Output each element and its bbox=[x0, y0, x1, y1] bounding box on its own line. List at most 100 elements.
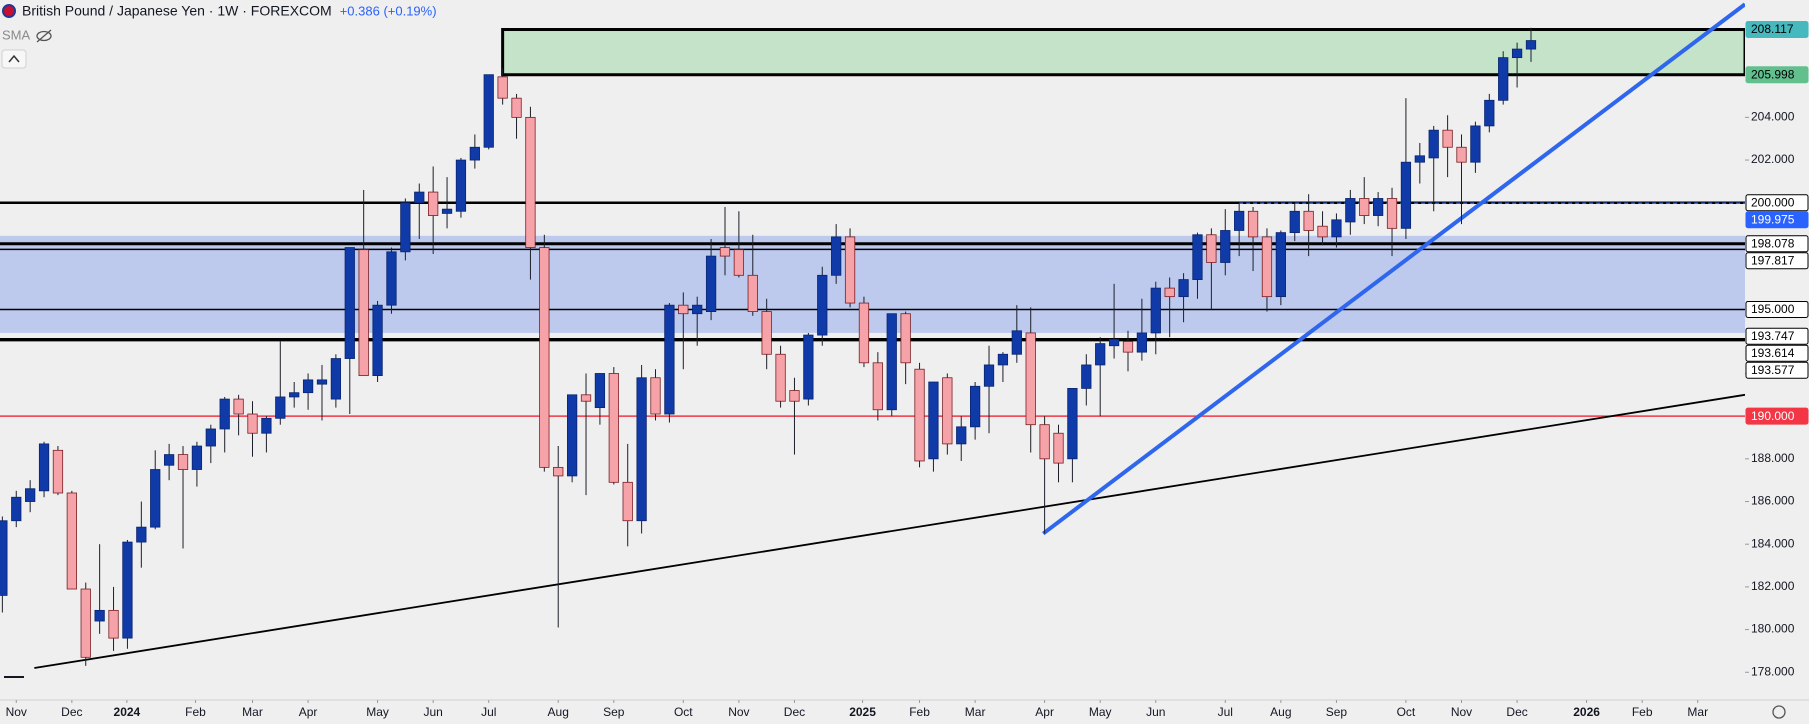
x-tick-label: 2024 bbox=[114, 705, 141, 719]
x-tick-label: May bbox=[1089, 705, 1112, 719]
candle-body bbox=[594, 373, 606, 409]
y-tick-label: 188.000 bbox=[1751, 451, 1795, 465]
candle-body bbox=[1414, 155, 1425, 163]
level-label-box bbox=[1745, 21, 1809, 39]
x-tick-label: Feb bbox=[909, 705, 930, 719]
candle-body bbox=[539, 247, 550, 468]
candle-body bbox=[1220, 230, 1231, 263]
level-label-box bbox=[1745, 252, 1809, 270]
candle-body bbox=[11, 496, 22, 522]
candle-body bbox=[1122, 341, 1134, 353]
level-label: 197.817 bbox=[1751, 253, 1795, 267]
price-change: +0.386 (+0.19%) bbox=[340, 3, 437, 18]
candle-body bbox=[1359, 198, 1370, 216]
x-tick-label: 2026 bbox=[1573, 705, 1600, 719]
candle-body bbox=[358, 249, 369, 377]
candle-body bbox=[1095, 343, 1106, 366]
visibility-icon[interactable] bbox=[36, 30, 52, 42]
level-label: 199.975 bbox=[1751, 212, 1795, 226]
candle-body bbox=[664, 304, 675, 415]
level-label-box bbox=[1745, 344, 1809, 362]
candle-body bbox=[844, 236, 856, 304]
plot-area bbox=[0, 2, 1747, 669]
candle-body bbox=[1373, 198, 1384, 216]
candle-body bbox=[511, 97, 522, 118]
candle-body bbox=[622, 481, 633, 522]
candle-body bbox=[1331, 219, 1342, 238]
candle-body bbox=[219, 398, 230, 430]
x-tick-label: 2025 bbox=[849, 705, 876, 719]
candle-body bbox=[1053, 432, 1064, 464]
level-label: 195.000 bbox=[1751, 302, 1795, 316]
candle-body bbox=[719, 247, 731, 257]
candle-body bbox=[483, 74, 494, 148]
candle-body bbox=[1025, 332, 1036, 426]
candle-body bbox=[553, 466, 564, 477]
x-tick-label: May bbox=[366, 705, 389, 719]
x-tick-label: Dec bbox=[61, 705, 82, 719]
candle-body bbox=[1400, 161, 1412, 229]
level-label: 193.577 bbox=[1751, 363, 1795, 377]
candle-body bbox=[956, 426, 967, 445]
candle-body bbox=[858, 302, 870, 364]
x-tick-label: Apr bbox=[1035, 705, 1054, 719]
candle-body bbox=[400, 202, 411, 253]
candle-body bbox=[94, 609, 105, 622]
candle-body bbox=[1234, 210, 1245, 231]
candle-body bbox=[692, 304, 703, 315]
trendline bbox=[34, 393, 1746, 669]
candle-body bbox=[1345, 198, 1356, 223]
candle-body bbox=[761, 311, 772, 355]
y-tick-label: 178.000 bbox=[1751, 664, 1795, 678]
candle-body bbox=[566, 394, 578, 477]
candle-body bbox=[1289, 210, 1300, 234]
x-tick-label: Mar bbox=[242, 705, 263, 719]
candle-body bbox=[1498, 57, 1509, 101]
level-label-box bbox=[1745, 194, 1809, 212]
candle-body bbox=[136, 526, 147, 543]
x-tick-label: Feb bbox=[185, 705, 206, 719]
x-tick-label: Sep bbox=[603, 705, 625, 719]
level-label: 193.747 bbox=[1751, 329, 1795, 343]
candle-body bbox=[150, 469, 161, 528]
candle-body bbox=[1303, 210, 1314, 231]
candle-body bbox=[261, 417, 272, 434]
collapse-icon bbox=[8, 54, 20, 63]
candle-body bbox=[1525, 40, 1537, 50]
candle-body bbox=[1136, 332, 1148, 353]
candle-body bbox=[1442, 129, 1453, 148]
candle-body bbox=[0, 520, 8, 596]
collapse-button[interactable] bbox=[1, 49, 27, 69]
candle-body bbox=[983, 364, 995, 387]
candle-body bbox=[900, 313, 911, 364]
candle-body bbox=[25, 488, 36, 502]
x-tick-label: Mar bbox=[965, 705, 986, 719]
candle-body bbox=[1206, 234, 1217, 263]
level-label: 190.000 bbox=[1751, 409, 1795, 423]
candle-body bbox=[747, 274, 758, 312]
candle-body bbox=[1456, 146, 1467, 163]
level-label: 200.000 bbox=[1751, 195, 1795, 209]
candle-body bbox=[316, 379, 328, 385]
candle-body bbox=[817, 274, 828, 336]
candle-body bbox=[1108, 338, 1120, 347]
indicator-name[interactable]: SMA bbox=[2, 27, 31, 42]
candle-body bbox=[997, 353, 1009, 366]
x-tick-label: Aug bbox=[548, 705, 569, 719]
candle-body bbox=[942, 377, 953, 445]
candle-body bbox=[1317, 225, 1328, 238]
candle-body bbox=[678, 304, 689, 315]
settings-icon[interactable] bbox=[1772, 705, 1786, 719]
candle-body bbox=[302, 379, 314, 394]
y-tick-label: 204.000 bbox=[1751, 110, 1795, 124]
candle-body bbox=[122, 541, 133, 639]
candle-body bbox=[414, 191, 425, 204]
flag-icon bbox=[2, 4, 16, 18]
x-tick-label: Feb bbox=[1632, 705, 1653, 719]
level-label-box bbox=[1745, 361, 1809, 379]
visibility-icon-slash bbox=[36, 29, 52, 43]
candle-body bbox=[608, 373, 619, 483]
candle-body bbox=[1484, 99, 1495, 127]
candle-body bbox=[233, 398, 244, 415]
